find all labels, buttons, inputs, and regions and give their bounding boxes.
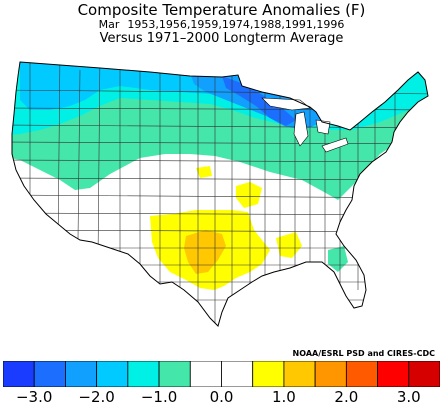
color-scale-swatch	[189, 361, 222, 387]
color-scale-swatch	[158, 361, 191, 387]
color-scale-tick-label: 1.0	[271, 388, 296, 406]
map-title: Composite Temperature Anomalies (F)	[77, 1, 366, 19]
lake-erie	[321, 137, 349, 153]
color-scale-swatch	[33, 361, 66, 387]
color-scale-tick-label: 3.0	[396, 388, 421, 406]
us-climate-division-map	[11, 61, 429, 327]
color-scale-swatch	[345, 361, 378, 387]
color-scale-swatch	[96, 361, 129, 387]
color-scale-tick-label: 0.0	[209, 388, 234, 406]
color-scale-swatch	[283, 361, 316, 387]
color-scale-ticks: −3.0 −2.0 −1.0 0.0 1.0 2.0 3.0	[0, 388, 443, 406]
data-source-credit: NOAA/ESRL PSD and CIRES-CDC	[292, 349, 435, 358]
years-label: 1953,1956,1959,1974,1988,1991,1996	[127, 18, 345, 31]
color-scale-tick-label: 2.0	[334, 388, 359, 406]
anomaly-patch-southeast	[276, 232, 302, 258]
month-label: Mar	[98, 18, 120, 31]
color-scale-swatch	[65, 361, 98, 387]
anomaly-region-minus-25	[222, 76, 296, 126]
anomaly-region-plus-10	[184, 230, 226, 274]
color-scale-swatch	[314, 361, 347, 387]
lake-michigan	[293, 111, 309, 147]
comparison-label: Versus 1971–2000 Longterm Average	[99, 31, 344, 46]
color-scale-swatch	[127, 361, 160, 387]
color-scale-swatch	[252, 361, 285, 387]
color-scale-swatch	[377, 361, 410, 387]
anomaly-patch-plains	[196, 166, 212, 178]
color-scale-swatch	[3, 361, 35, 387]
color-scale-tick-label: −1.0	[140, 388, 178, 406]
color-scale-swatch	[408, 361, 440, 387]
color-scale-swatch	[221, 361, 254, 387]
anomaly-patch-florida	[328, 246, 348, 272]
anomaly-patch-midwest	[236, 182, 262, 208]
map-subtitle: Mar 1953,1956,1959,1974,1988,1991,1996	[0, 18, 443, 31]
color-scale-tick-label: −3.0	[15, 388, 53, 406]
color-scale-tick-label: −2.0	[78, 388, 115, 406]
color-scale-bar	[3, 361, 440, 387]
